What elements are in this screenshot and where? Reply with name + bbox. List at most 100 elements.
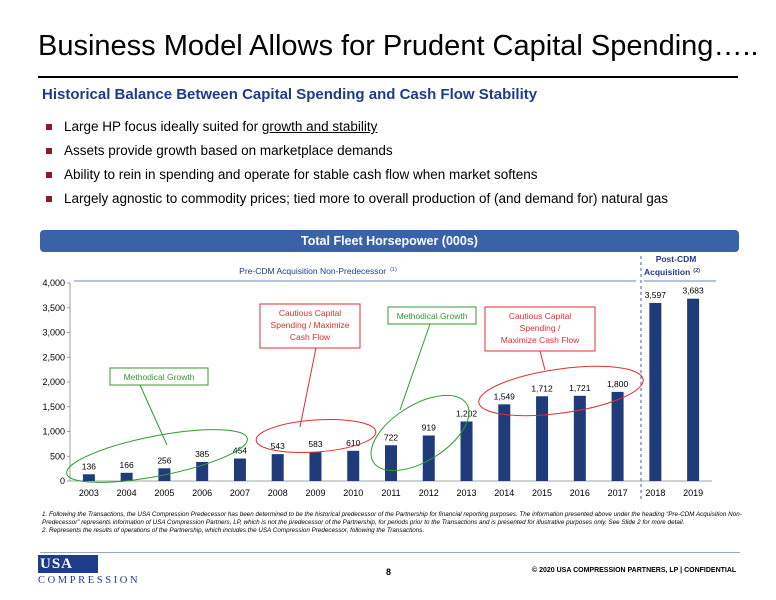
y-tick-label: 3,000 — [42, 328, 65, 338]
data-label-2006: 385 — [195, 449, 209, 459]
highlight-ellipse — [370, 394, 470, 472]
x-tick-label: 2019 — [683, 488, 703, 498]
x-tick-label: 2009 — [305, 488, 325, 498]
y-tick-label: 2,500 — [42, 352, 65, 362]
bullet-text: Assets provide growth based on marketpla… — [64, 143, 393, 158]
data-label-2019: 3,683 — [682, 286, 704, 296]
y-tick-label: 500 — [50, 451, 65, 461]
bullet-item: Large HP focus ideally suited for growth… — [44, 117, 668, 141]
bar-2006 — [196, 461, 209, 481]
callout-label: Maximize Cash Flow — [501, 335, 580, 345]
slide-subtitle: Historical Balance Between Capital Spend… — [42, 86, 538, 103]
post-period-label-line2: Acquisition (2) — [644, 267, 700, 277]
bar-2008 — [271, 454, 284, 481]
callout-label: Cautious Capital — [509, 311, 571, 321]
bar-2012 — [422, 435, 435, 481]
page-number: 8 — [386, 567, 392, 577]
bullet-square-icon — [46, 124, 52, 130]
callout-label: Spending / Maximize — [271, 320, 350, 330]
highlight-ellipse — [255, 418, 377, 454]
callout-box — [387, 306, 477, 325]
title-divider — [38, 76, 738, 78]
callout-connector — [139, 384, 168, 446]
bullet-text: Largely agnostic to commodity prices; ti… — [64, 191, 669, 206]
bar-2013 — [460, 421, 473, 481]
callout-connector — [399, 323, 431, 411]
logo-mark: USA — [38, 555, 98, 573]
copyright-text: © 2020 USA COMPRESSION PARTNERS, LP | CO… — [532, 567, 737, 574]
bullet-text: Ability to rein in spending and operate … — [64, 167, 538, 182]
highlight-ellipse — [478, 365, 644, 417]
data-label-2011: 722 — [384, 432, 398, 442]
bar-2010 — [347, 450, 360, 481]
bar-2015 — [536, 396, 549, 481]
footer-divider — [40, 552, 740, 553]
bullet-square-icon — [46, 148, 52, 154]
data-label-2018: 3,597 — [645, 290, 667, 300]
bar-2004 — [120, 472, 133, 481]
post-period-label-line1: Post-CDM — [656, 254, 697, 264]
data-label-2013: 1,202 — [456, 409, 478, 419]
y-tick-label: 2,000 — [42, 377, 65, 387]
callout-box — [484, 306, 596, 352]
bullet-item: Assets provide growth based on marketpla… — [44, 141, 668, 165]
x-tick-label: 2006 — [192, 488, 212, 498]
bar-2003 — [82, 474, 95, 481]
data-label-2009: 583 — [308, 439, 322, 449]
bar-2009 — [309, 452, 322, 481]
horsepower-bar-chart: Pre-CDM Acquisition Non-Predecessor (1) P… — [42, 254, 716, 500]
y-tick-label: 0 — [60, 476, 65, 486]
x-tick-label: 2010 — [343, 488, 363, 498]
x-tick-label: 2016 — [570, 488, 590, 498]
x-tick-label: 2018 — [645, 488, 665, 498]
footnote-2: 2. Represents the results of operations … — [42, 527, 425, 534]
pre-period-label: Pre-CDM Acquisition Non-Predecessor (1) — [239, 266, 397, 276]
data-label-2014: 1,549 — [494, 391, 516, 401]
x-tick-label: 2015 — [532, 488, 552, 498]
chart-title-banner: Total Fleet Horsepower (000s) — [40, 230, 739, 252]
y-tick-label: 1,500 — [42, 402, 65, 412]
x-tick-label: 2008 — [268, 488, 288, 498]
data-label-2016: 1,721 — [569, 383, 591, 393]
bar-2017 — [611, 391, 624, 481]
x-tick-label: 2007 — [230, 488, 250, 498]
callout-label: Spending / — [520, 323, 561, 333]
x-tick-label: 2011 — [381, 488, 400, 498]
data-label-2010: 610 — [346, 438, 360, 448]
data-label-2007: 454 — [233, 446, 247, 456]
footnote-1: 1. Following the Transactions, the USA C… — [42, 511, 742, 526]
data-label-2004: 166 — [120, 460, 134, 470]
data-label-2012: 919 — [422, 423, 436, 433]
callout-label: Cash Flow — [290, 332, 331, 342]
footnotes: 1. Following the Transactions, the USA C… — [42, 511, 742, 535]
bullet-square-icon — [46, 172, 52, 178]
bullet-text: Large HP focus ideally suited for — [64, 119, 262, 134]
data-label-2017: 1,800 — [607, 379, 629, 389]
bar-2007 — [233, 458, 246, 481]
x-tick-label: 2012 — [419, 488, 439, 498]
bullet-item: Ability to rein in spending and operate … — [44, 165, 668, 189]
highlight-ellipse — [66, 429, 248, 483]
company-logo: USA COMPRESSION — [38, 555, 144, 586]
data-label-2005: 256 — [157, 455, 171, 465]
bar-2011 — [385, 445, 397, 481]
x-tick-label: 2013 — [457, 488, 477, 498]
callout-connector — [299, 347, 317, 428]
x-tick-label: 2014 — [494, 488, 514, 498]
bar-2018 — [649, 302, 662, 481]
bullet-square-icon — [46, 196, 52, 202]
slide-title: Business Model Allows for Prudent Capita… — [38, 30, 759, 62]
y-tick-label: 4,000 — [42, 278, 65, 288]
bullet-underlined-text: growth and stability — [261, 119, 378, 134]
callout-box — [109, 367, 209, 386]
bar-2014 — [498, 404, 511, 481]
y-tick-label: 1,000 — [42, 427, 65, 437]
y-tick-label: 3,500 — [42, 303, 65, 313]
logo-wordmark: COMPRESSION — [38, 575, 141, 586]
x-tick-label: 2005 — [154, 488, 174, 498]
x-tick-label: 2003 — [79, 488, 99, 498]
callout-label: Methodical Growth — [124, 372, 195, 382]
bullet-list: Large HP focus ideally suited for growth… — [44, 117, 668, 213]
x-tick-label: 2004 — [117, 488, 137, 498]
callout-label: Methodical Growth — [397, 311, 468, 321]
